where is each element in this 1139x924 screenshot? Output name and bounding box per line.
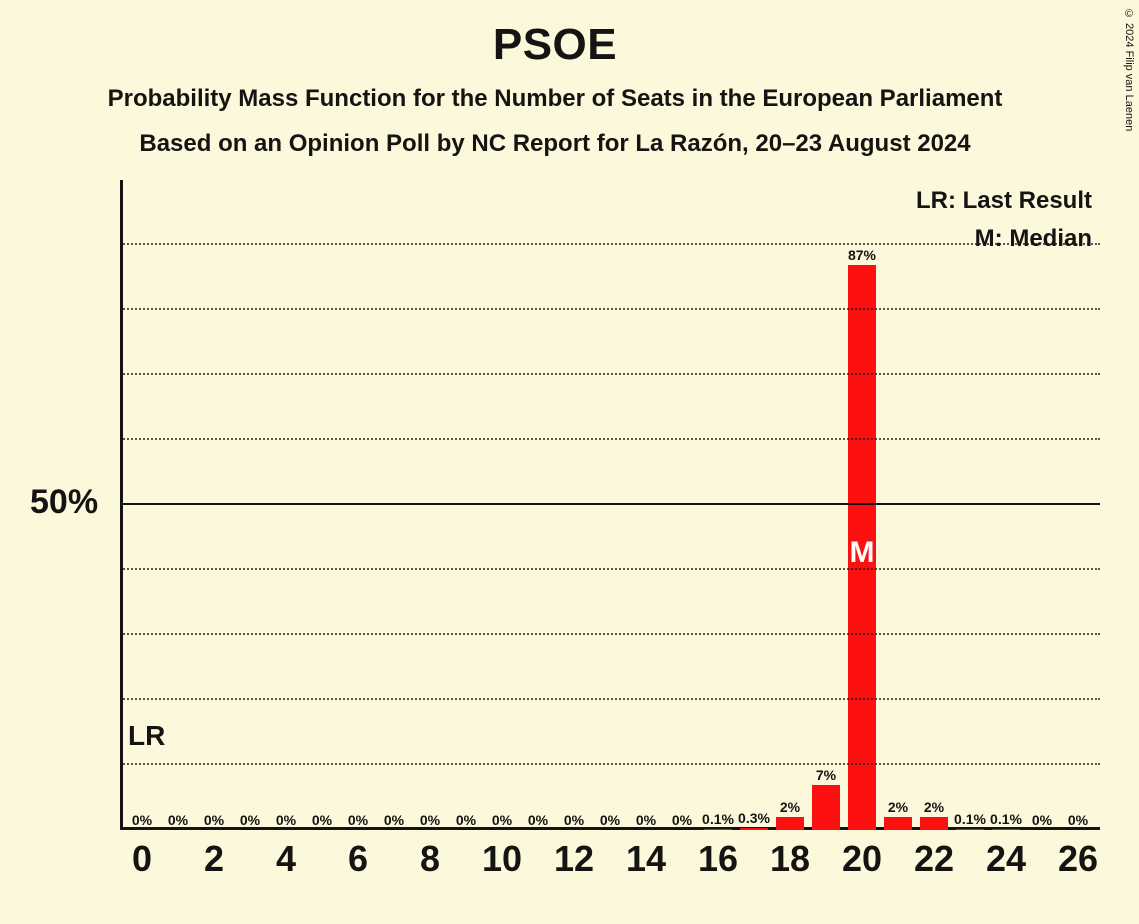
bar-value-label: 0.1% <box>954 811 986 827</box>
median-marker: M <box>850 536 875 570</box>
bar-value-label: 0.1% <box>990 811 1022 827</box>
bar <box>776 817 804 830</box>
bar-value-label: 0% <box>528 812 548 828</box>
bar-value-label: 0% <box>312 812 332 828</box>
x-tick-label: 6 <box>348 838 368 880</box>
y-axis-label-50: 50% <box>30 483 98 522</box>
x-tick-label: 0 <box>132 838 152 880</box>
x-tick-label: 18 <box>770 838 810 880</box>
x-tick-label: 12 <box>554 838 594 880</box>
chart-subtitle-1: Probability Mass Function for the Number… <box>0 85 1110 113</box>
bar-value-label: 0% <box>636 812 656 828</box>
bar-value-label: 0% <box>1032 812 1052 828</box>
bar-value-label: 0% <box>456 812 476 828</box>
chart-subtitle-2: Based on an Opinion Poll by NC Report fo… <box>0 130 1110 158</box>
bar-value-label: 2% <box>924 799 944 815</box>
bar-value-label: 0.3% <box>738 810 770 826</box>
bar <box>812 785 840 831</box>
gridline-minor <box>120 568 1100 570</box>
bar-value-label: 0% <box>672 812 692 828</box>
bar-value-label: 2% <box>780 799 800 815</box>
gridline-minor <box>120 698 1100 700</box>
gridline-minor <box>120 438 1100 440</box>
bar-value-label: 0% <box>204 812 224 828</box>
gridline-minor <box>120 308 1100 310</box>
gridline-minor <box>120 373 1100 375</box>
x-tick-label: 10 <box>482 838 522 880</box>
x-tick-label: 14 <box>626 838 666 880</box>
gridline-minor <box>120 763 1100 765</box>
bar <box>884 817 912 830</box>
bar-value-label: 87% <box>848 247 876 263</box>
gridline-minor <box>120 633 1100 635</box>
x-tick-label: 8 <box>420 838 440 880</box>
last-result-marker: LR <box>128 720 165 752</box>
bar-value-label: 0% <box>564 812 584 828</box>
bar-value-label: 0% <box>600 812 620 828</box>
chart-frame: © 2024 Filip van Laenen PSOE Probability… <box>0 0 1139 924</box>
x-tick-label: 4 <box>276 838 296 880</box>
bar-value-label: 0% <box>276 812 296 828</box>
x-tick-label: 26 <box>1058 838 1098 880</box>
x-tick-label: 2 <box>204 838 224 880</box>
bar-value-label: 0% <box>348 812 368 828</box>
copyright-text: © 2024 Filip van Laenen <box>1123 8 1135 131</box>
bar-value-label: 0.1% <box>702 811 734 827</box>
x-tick-label: 22 <box>914 838 954 880</box>
bar-value-label: 2% <box>888 799 908 815</box>
bar-value-label: 0% <box>492 812 512 828</box>
gridline-minor <box>120 243 1100 245</box>
plot-area: LR: Last Result M: Median 0%0%0%0%0%0%0%… <box>120 180 1100 830</box>
bar-value-label: 0% <box>240 812 260 828</box>
bar-value-label: 0% <box>420 812 440 828</box>
x-tick-label: 20 <box>842 838 882 880</box>
x-tick-label: 24 <box>986 838 1026 880</box>
chart-title: PSOE <box>0 20 1110 70</box>
x-tick-label: 16 <box>698 838 738 880</box>
x-tick-labels: 02468101214161820222426 <box>120 830 1100 900</box>
bar-value-label: 7% <box>816 767 836 783</box>
bar <box>920 817 948 830</box>
bar-value-label: 0% <box>168 812 188 828</box>
bars-container: 0%0%0%0%0%0%0%0%0%0%0%0%0%0%0%0%0.1%0.3%… <box>120 180 1100 830</box>
gridline-major <box>120 503 1100 505</box>
bar-value-label: 0% <box>384 812 404 828</box>
bar-value-label: 0% <box>132 812 152 828</box>
bar-value-label: 0% <box>1068 812 1088 828</box>
